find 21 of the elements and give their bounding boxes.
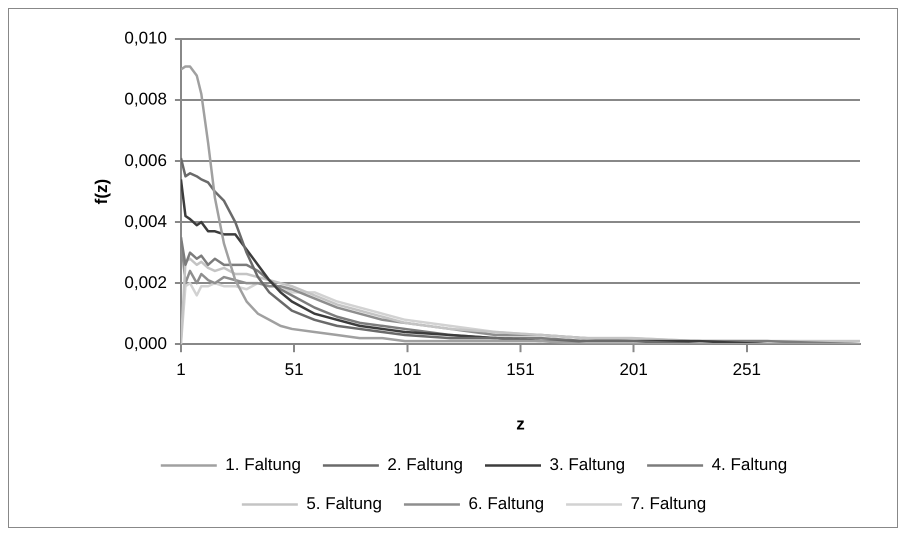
legend-label: 3. Faltung [550,455,626,474]
x-tick-label: 201 [619,360,648,380]
y-axis-title: f(z) [92,178,111,204]
legend-label: 2. Faltung [387,455,464,474]
y-tick-label: 0,010 [124,28,167,48]
x-tick-label: 51 [284,360,304,380]
x-tick-label: 101 [393,360,422,380]
y-tick-label: 0,000 [124,334,167,353]
legend-label: 1. Faltung [225,455,301,474]
y-tick-label: 0,004 [124,212,167,231]
legend-label: 4. Faltung [712,455,788,474]
x-tick-label: 1 [176,360,186,380]
legend-label: 5. Faltung [306,494,382,514]
x-axis-title: z [516,414,525,434]
y-tick-label: 0,008 [124,90,167,109]
x-tick-label: 251 [732,360,762,380]
y-tick-label: 0,006 [124,150,167,170]
legend-label: 7. Faltung [630,494,706,514]
y-tick-label: 0,002 [124,272,167,292]
legend-label: 6. Faltung [468,494,544,514]
x-tick-label: 151 [506,360,535,380]
